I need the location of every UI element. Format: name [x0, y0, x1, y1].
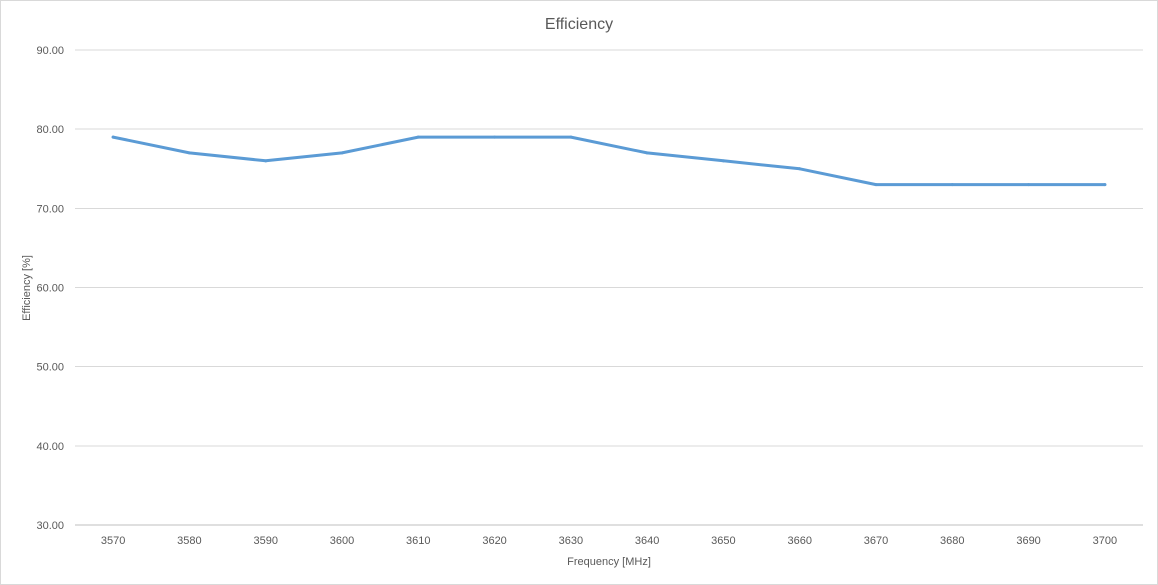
- x-tick-label: 3570: [101, 535, 125, 547]
- data-point: [798, 167, 802, 171]
- x-tick-label: 3610: [406, 535, 430, 547]
- y-tick-label: 30.00: [36, 520, 64, 532]
- data-point: [340, 151, 344, 155]
- x-tick-label: 3680: [940, 535, 964, 547]
- data-point: [416, 135, 420, 139]
- x-tick-label: 3700: [1093, 535, 1117, 547]
- data-point: [721, 159, 725, 163]
- series-line: [111, 135, 1107, 187]
- data-point: [187, 151, 191, 155]
- data-point: [569, 135, 573, 139]
- x-tick-label: 3630: [559, 535, 583, 547]
- data-point: [264, 159, 268, 163]
- data-point: [1027, 183, 1031, 187]
- data-point: [874, 183, 878, 187]
- x-tick-label: 3650: [711, 535, 735, 547]
- x-tick-label: 3590: [253, 535, 277, 547]
- series-group: [111, 135, 1107, 187]
- data-point: [645, 151, 649, 155]
- x-axis-ticks: 3570 3580 3590 3600 3610 3620 3630 3640 3650 3660…: [101, 535, 1117, 547]
- x-axis-label: Frequency [MHz]: [567, 556, 651, 568]
- data-point: [111, 135, 115, 139]
- y-tick-label: 60.00: [36, 283, 64, 295]
- chart-title: Efficiency: [545, 16, 613, 33]
- y-axis-label: Efficiency [%]: [21, 255, 33, 321]
- x-tick-label: 3620: [482, 535, 506, 547]
- x-tick-label: 3670: [864, 535, 888, 547]
- y-axis-ticks: 30.00 40.00 50.00 60.00 70.00 80.00 90.00: [36, 45, 64, 532]
- data-point: [1103, 183, 1107, 187]
- data-point: [950, 183, 954, 187]
- y-tick-label: 90.00: [36, 45, 64, 57]
- y-tick-label: 40.00: [36, 441, 64, 453]
- y-tick-label: 50.00: [36, 362, 64, 374]
- data-point: [493, 135, 497, 139]
- x-tick-label: 3640: [635, 535, 659, 547]
- y-tick-label: 70.00: [36, 203, 64, 215]
- x-tick-label: 3600: [330, 535, 354, 547]
- y-tick-label: 80.00: [36, 124, 64, 136]
- x-tick-label: 3690: [1016, 535, 1040, 547]
- x-tick-label: 3580: [177, 535, 201, 547]
- x-tick-label: 3660: [787, 535, 811, 547]
- gridlines: [75, 49, 1143, 526]
